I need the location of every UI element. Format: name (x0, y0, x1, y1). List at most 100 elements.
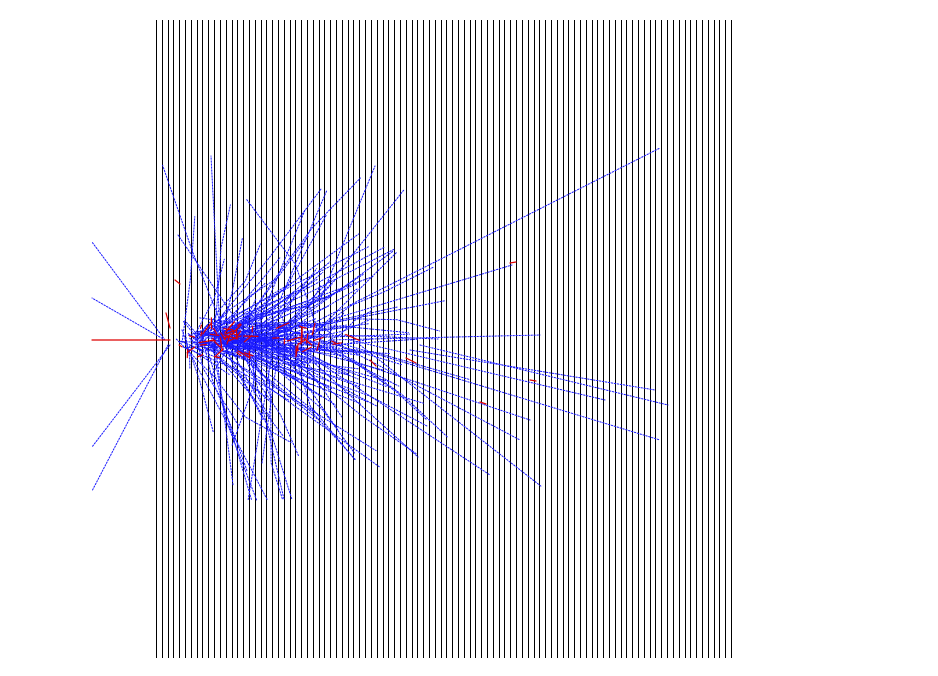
neutral-track (243, 352, 254, 357)
charged-track (259, 335, 387, 387)
charged-track (231, 330, 263, 447)
charged-track (409, 349, 656, 391)
charged-track (309, 318, 441, 332)
charged-track (198, 243, 261, 347)
charged-track (234, 326, 274, 338)
neutral-track (223, 328, 234, 331)
charged-track (218, 334, 333, 390)
charged-track (272, 346, 470, 380)
charged-track (239, 338, 355, 454)
charged-track (349, 359, 531, 421)
neutral-track (209, 333, 220, 336)
charged-track (289, 345, 343, 418)
charged-track (259, 292, 294, 326)
neutral-track (213, 328, 218, 335)
charged-track (181, 329, 214, 434)
charged-track (228, 337, 362, 388)
charged-track (210, 321, 316, 327)
charged-track (91, 344, 171, 448)
neutral-track (306, 333, 309, 344)
charged-track (270, 189, 405, 340)
neutral-track (331, 340, 336, 344)
neutral-track (186, 346, 196, 354)
neutral-track (236, 351, 242, 357)
neutral-track (405, 357, 417, 364)
charged-track (91, 241, 166, 341)
charged-track (279, 189, 328, 301)
charged-track (200, 332, 248, 472)
charged-track (288, 349, 312, 355)
neutral-track (509, 261, 517, 264)
charged-track (175, 338, 292, 443)
neutral-track (302, 346, 312, 353)
charged-track (320, 338, 418, 347)
neutral-track (214, 341, 221, 348)
charged-track (274, 341, 284, 361)
charged-track (277, 323, 400, 387)
charged-track (263, 325, 359, 351)
neutral-track (275, 322, 290, 329)
charged-track (289, 338, 356, 460)
charged-particle-tracks (91, 147, 669, 501)
charged-track (359, 344, 543, 488)
charged-track (255, 341, 379, 408)
charged-track (268, 328, 300, 333)
charged-track (267, 250, 394, 343)
charged-track (91, 297, 166, 341)
neutral-track (303, 337, 313, 346)
charged-track (272, 278, 337, 341)
neutral-track (529, 379, 537, 382)
neutral-track (224, 336, 228, 341)
neutral-track (224, 321, 236, 334)
neutral-particle-tracks (165, 261, 537, 405)
charged-track (190, 348, 230, 375)
charged-track (209, 346, 377, 452)
charged-track (225, 339, 273, 421)
neutral-track (219, 336, 223, 352)
charged-track (299, 349, 491, 476)
neutral-track (235, 330, 242, 339)
charged-track (203, 322, 327, 332)
charged-track (270, 339, 384, 371)
charged-track (221, 275, 374, 333)
charged-track (245, 198, 323, 343)
charged-track (162, 164, 228, 338)
neutral-track (243, 335, 253, 343)
charged-track (212, 188, 322, 328)
charged-track (247, 334, 439, 341)
charged-track (204, 281, 294, 335)
charged-track (185, 333, 191, 370)
charged-track (261, 339, 281, 464)
charged-track (91, 344, 169, 492)
neutral-track (369, 359, 377, 367)
neutral-track (479, 401, 487, 405)
charged-track (204, 344, 390, 354)
charged-track (210, 334, 258, 501)
neutral-track (233, 333, 238, 336)
charged-track (258, 336, 418, 455)
charged-track (307, 302, 355, 340)
neutral-track (332, 342, 342, 345)
neutral-track (230, 324, 242, 336)
neutral-track (174, 279, 181, 285)
neutral-track (237, 350, 250, 358)
charged-track (219, 257, 281, 335)
charged-track (279, 327, 403, 366)
charged-track (221, 350, 254, 353)
charged-track (183, 321, 198, 338)
charged-track (232, 177, 361, 342)
neutral-track (189, 335, 196, 338)
charged-track (241, 297, 324, 336)
charged-track (208, 323, 370, 346)
neutral-track (299, 325, 307, 329)
charged-track (247, 337, 276, 501)
charged-track (265, 268, 318, 336)
neutral-track (345, 333, 361, 341)
charged-track (227, 248, 395, 332)
neutral-track (199, 343, 207, 346)
charged-track (329, 264, 513, 321)
charged-track (419, 344, 669, 406)
charged-track (319, 165, 376, 301)
charged-track (213, 322, 285, 329)
